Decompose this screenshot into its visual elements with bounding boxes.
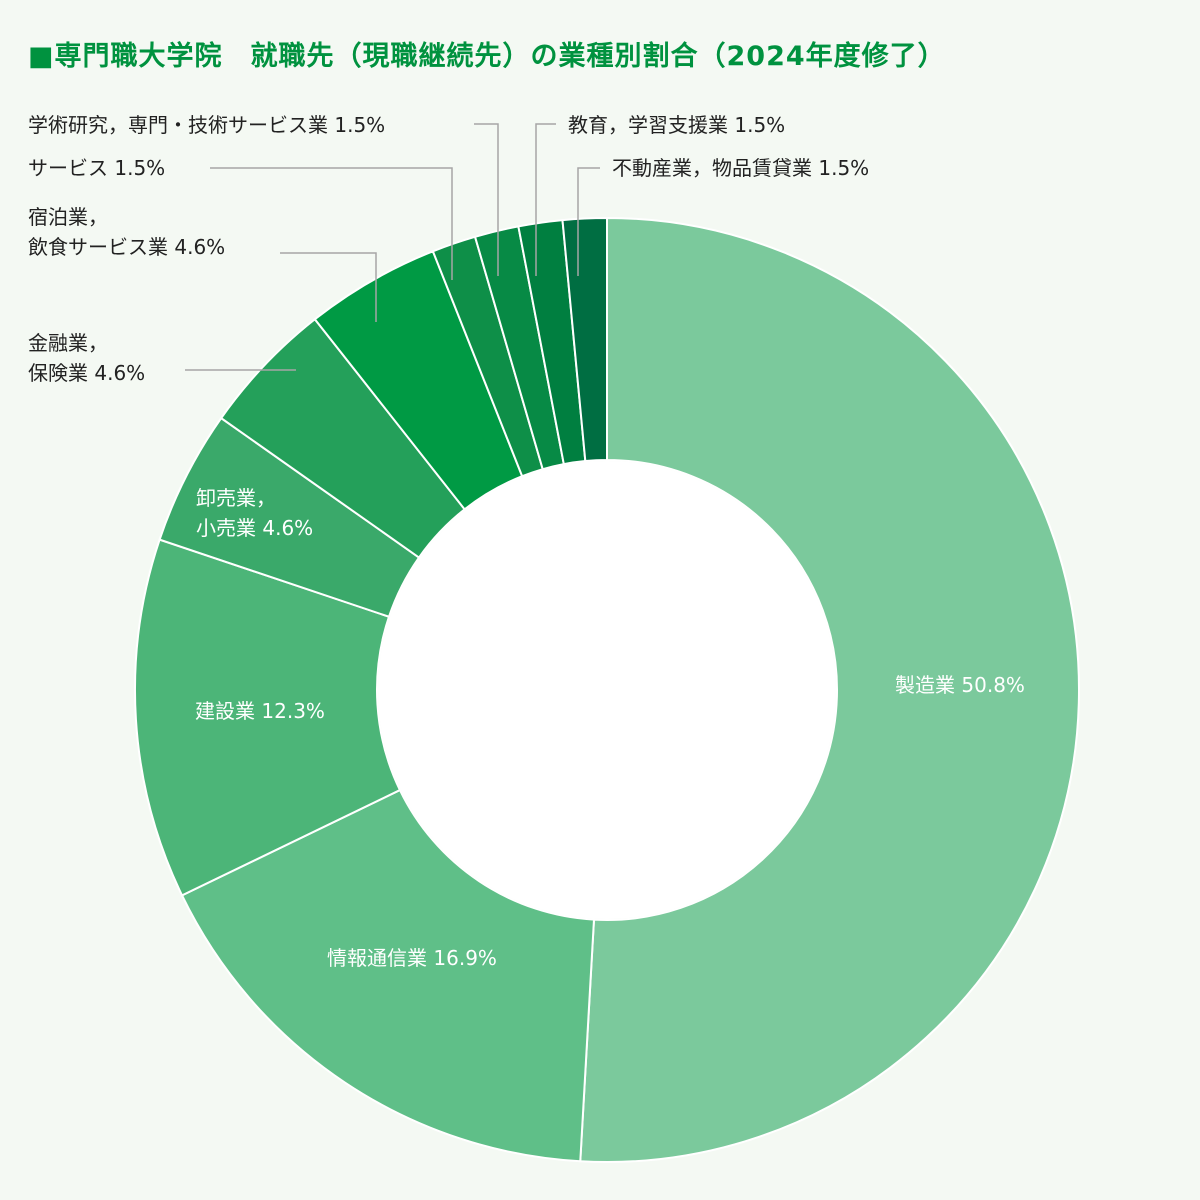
slices-group: [134, 216, 1081, 1163]
leader-line-8: [474, 123, 499, 276]
slice-label-1-line-1: 製造業 50.8%: [895, 673, 1025, 697]
slice-label-4-line-1: 卸売業，: [196, 486, 276, 510]
slice-label-5-line-1: 金融業，: [28, 331, 108, 355]
slice-label-6-line-1: 宿泊業，: [28, 205, 108, 229]
slice-label-5-line-2: 保険業 4.6%: [28, 361, 145, 385]
slice-label-4-line-2: 小売業 4.6%: [196, 516, 313, 540]
donut-hole: [378, 461, 836, 919]
slice-2: [180, 788, 596, 1163]
slice-label-7-line-1: サービス 1.5%: [28, 156, 165, 180]
slice-label-8-line-1: 学術研究，専門・技術サービス業 1.5%: [28, 113, 385, 137]
slice-1: [579, 216, 1081, 1163]
leader-lines-group: [185, 123, 600, 371]
leader-line-9: [535, 123, 556, 276]
slice-label-6-line-2: 飲食サービス業 4.6%: [28, 235, 225, 259]
slice-label-9-line-1: 教育，学習支援業 1.5%: [568, 113, 785, 137]
leader-line-7: [210, 167, 453, 280]
slice-3: [134, 538, 402, 897]
labels-group: 製造業 50.8% 情報通信業 16.9% 建設業 12.3% 卸売業， 小売業 4.6…: [28, 113, 1025, 970]
slice-label-3-line-1: 建設業 12.3%: [195, 699, 325, 723]
leader-line-6: [280, 252, 377, 322]
slice-label-10-line-1: 不動産業，物品賃貸業 1.5%: [612, 156, 869, 180]
slice-label-2-line-1: 情報通信業 16.9%: [327, 946, 497, 970]
leader-line-10: [577, 167, 600, 276]
chart-title: ■専門職大学院 就職先（現職継続先）の業種別割合（2024年度修了）: [28, 41, 946, 72]
